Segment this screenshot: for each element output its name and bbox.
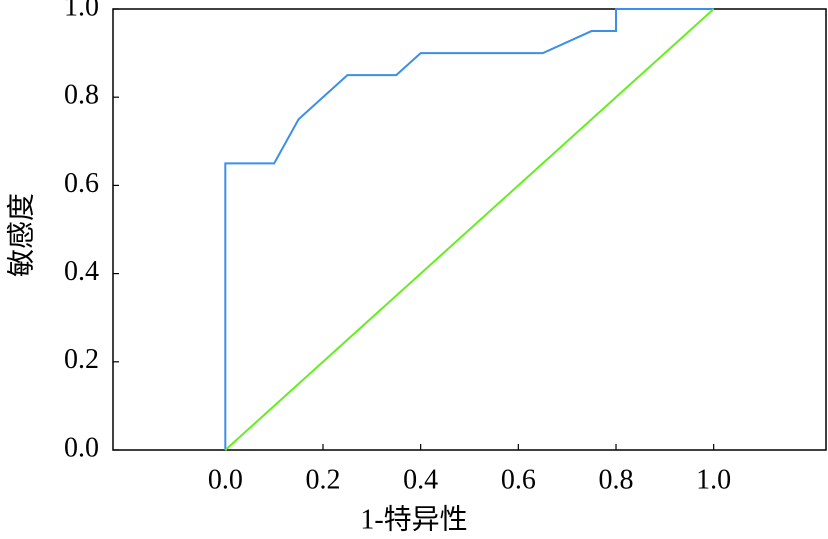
x-tick-label: 0.4: [403, 464, 438, 495]
y-axis-label: 敏感度: [5, 193, 37, 277]
x-tick-label: 0.2: [305, 464, 340, 495]
y-tick-label: 0.6: [64, 168, 99, 199]
y-tick-label: 0.0: [64, 432, 99, 463]
plot-frame: [112, 8, 827, 451]
x-tick-label: 0.8: [599, 464, 634, 495]
y-tick-label: 1.0: [64, 0, 99, 22]
y-tick-label: 0.8: [64, 80, 99, 111]
y-tick-label: 0.2: [64, 344, 99, 375]
x-tick-label: 1.0: [696, 464, 731, 495]
series-line: [224, 8, 715, 451]
x-tick-label: 0.6: [501, 464, 536, 495]
y-tick-label: 0.4: [64, 256, 99, 287]
x-tick-label: 0.0: [208, 464, 243, 495]
x-axis-label: 1-特异性: [360, 503, 467, 535]
series-line: [224, 8, 714, 450]
